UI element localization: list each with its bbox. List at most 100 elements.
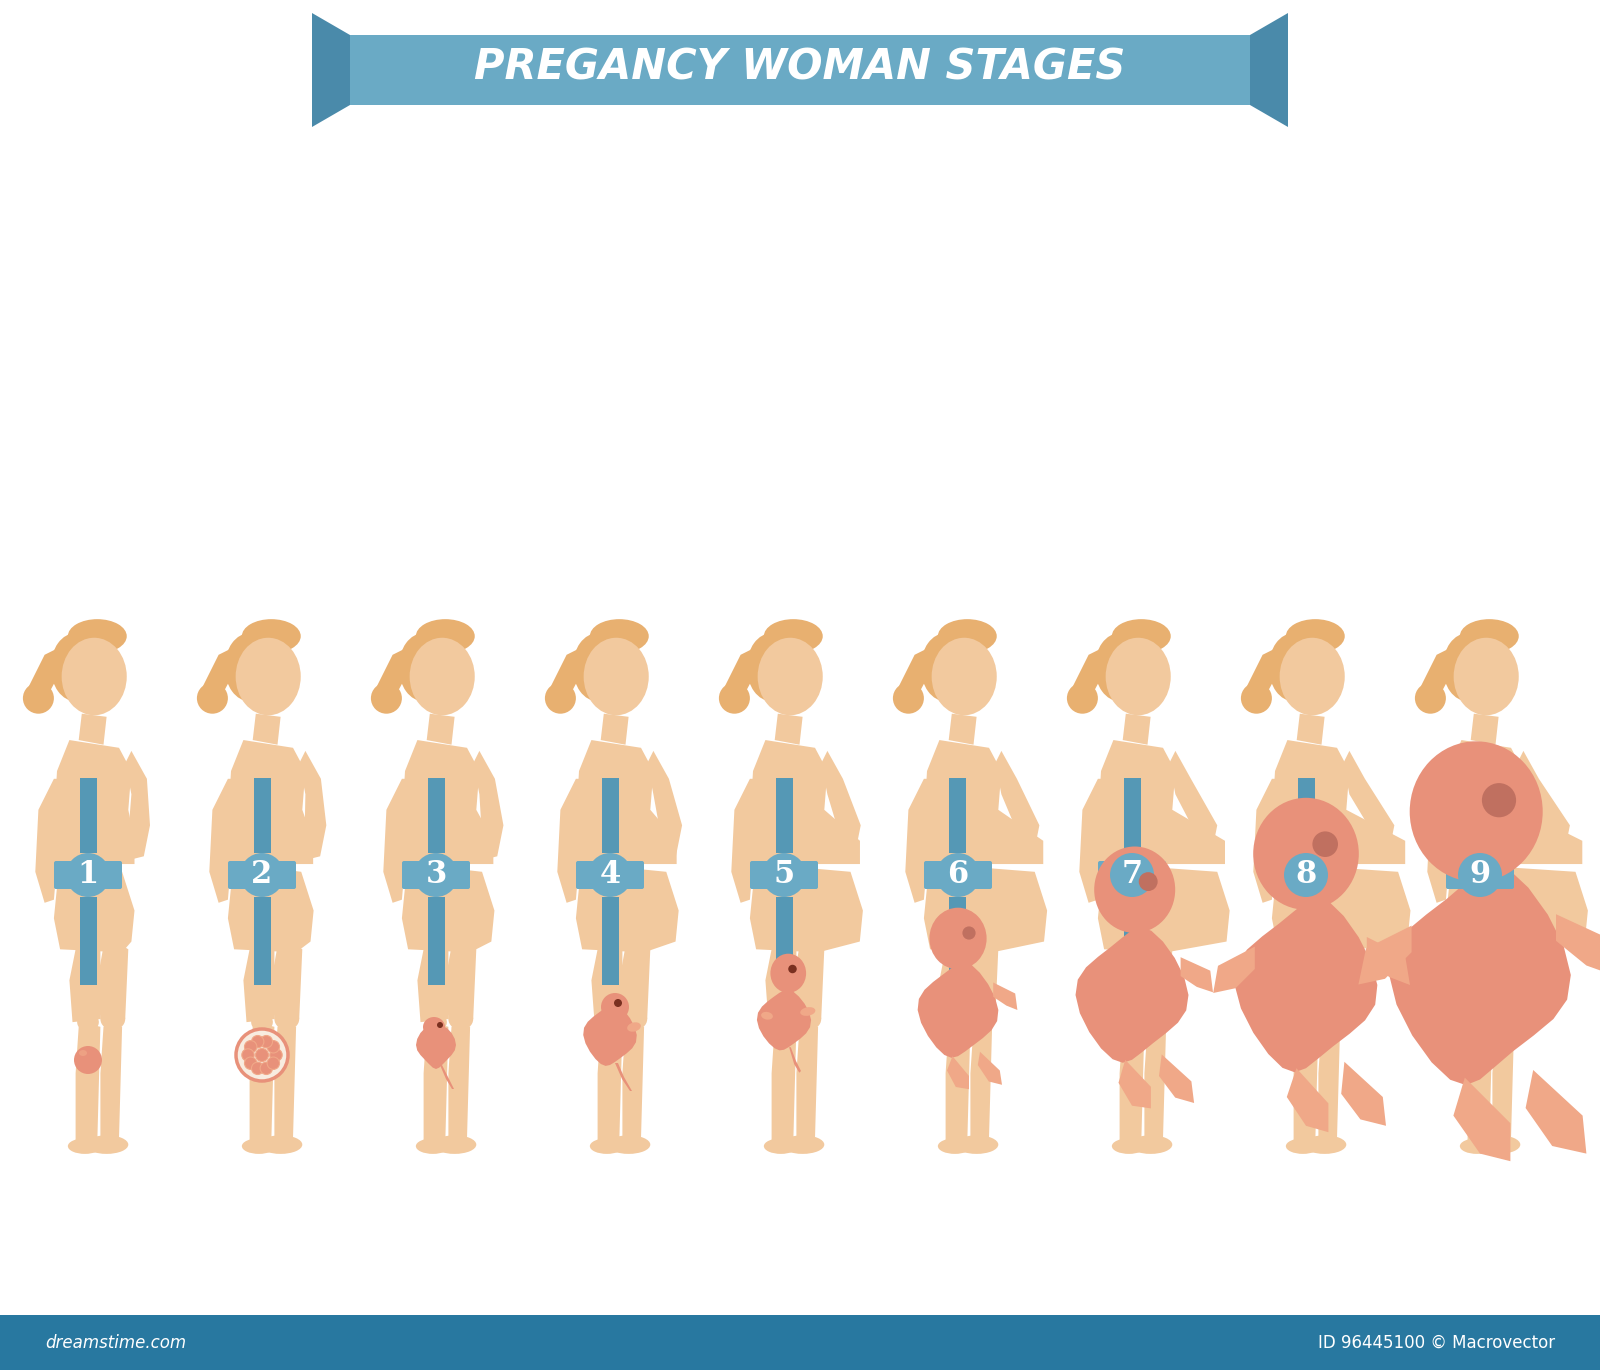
Text: dreamstime.com: dreamstime.com: [45, 1333, 186, 1351]
FancyBboxPatch shape: [776, 778, 792, 854]
Polygon shape: [210, 778, 234, 903]
Polygon shape: [1421, 645, 1458, 704]
Polygon shape: [272, 941, 302, 1019]
Ellipse shape: [1318, 1008, 1344, 1030]
Circle shape: [245, 1058, 258, 1070]
Circle shape: [437, 1022, 443, 1028]
Ellipse shape: [1110, 854, 1154, 897]
Polygon shape: [54, 864, 134, 952]
FancyBboxPatch shape: [80, 897, 96, 985]
FancyBboxPatch shape: [427, 778, 445, 854]
FancyBboxPatch shape: [253, 897, 270, 985]
Ellipse shape: [275, 1008, 299, 1030]
Ellipse shape: [1459, 1138, 1494, 1154]
Ellipse shape: [1283, 854, 1328, 897]
Ellipse shape: [1144, 1008, 1170, 1030]
Polygon shape: [789, 1047, 802, 1073]
Ellipse shape: [590, 619, 648, 653]
Ellipse shape: [426, 1012, 446, 1032]
Circle shape: [251, 1062, 264, 1074]
Polygon shape: [576, 740, 677, 864]
Polygon shape: [1366, 937, 1410, 985]
Text: 1: 1: [77, 859, 99, 890]
Text: 9: 9: [1469, 859, 1491, 890]
FancyBboxPatch shape: [750, 860, 818, 889]
Ellipse shape: [800, 1007, 816, 1017]
Ellipse shape: [416, 619, 475, 653]
Ellipse shape: [573, 633, 622, 701]
Polygon shape: [765, 941, 797, 1022]
Circle shape: [893, 682, 923, 714]
Ellipse shape: [589, 854, 632, 897]
Ellipse shape: [1458, 854, 1502, 897]
Polygon shape: [418, 941, 448, 1022]
Circle shape: [22, 682, 54, 714]
FancyBboxPatch shape: [925, 860, 992, 889]
Ellipse shape: [1269, 633, 1318, 701]
Polygon shape: [250, 1023, 275, 1141]
Polygon shape: [923, 740, 1043, 864]
Polygon shape: [402, 740, 493, 864]
Ellipse shape: [422, 1017, 445, 1037]
Polygon shape: [557, 778, 582, 903]
Circle shape: [1414, 682, 1446, 714]
Polygon shape: [750, 864, 862, 952]
Polygon shape: [1246, 645, 1285, 704]
Text: PREGANCY WOMAN STAGES: PREGANCY WOMAN STAGES: [474, 47, 1126, 89]
Circle shape: [245, 1041, 258, 1054]
Circle shape: [237, 1029, 288, 1081]
Circle shape: [546, 682, 576, 714]
FancyBboxPatch shape: [1446, 860, 1514, 889]
Polygon shape: [731, 778, 757, 903]
Ellipse shape: [771, 954, 806, 993]
Polygon shape: [1250, 12, 1288, 127]
Ellipse shape: [434, 1136, 477, 1154]
Polygon shape: [203, 645, 240, 704]
Polygon shape: [1467, 1023, 1493, 1141]
Ellipse shape: [598, 1012, 621, 1032]
Polygon shape: [939, 941, 970, 1022]
Polygon shape: [750, 740, 859, 864]
Ellipse shape: [77, 1012, 99, 1032]
Ellipse shape: [1112, 619, 1171, 653]
Polygon shape: [619, 941, 650, 1019]
Circle shape: [256, 1048, 269, 1062]
Polygon shape: [1293, 1023, 1318, 1141]
Polygon shape: [69, 941, 101, 1022]
Ellipse shape: [67, 1138, 102, 1154]
Polygon shape: [614, 1063, 632, 1091]
Circle shape: [963, 926, 976, 940]
Polygon shape: [1427, 778, 1453, 903]
Polygon shape: [1344, 751, 1394, 859]
Circle shape: [614, 999, 622, 1007]
Polygon shape: [243, 941, 275, 1022]
Ellipse shape: [1253, 797, 1358, 910]
Polygon shape: [821, 751, 861, 859]
Ellipse shape: [762, 854, 806, 897]
Polygon shape: [227, 864, 314, 952]
Polygon shape: [1358, 926, 1411, 985]
Ellipse shape: [938, 1138, 971, 1154]
Ellipse shape: [85, 1136, 128, 1154]
Ellipse shape: [66, 854, 110, 897]
Polygon shape: [592, 941, 622, 1022]
Ellipse shape: [1477, 1136, 1520, 1154]
Polygon shape: [978, 1052, 1002, 1085]
Circle shape: [1067, 682, 1098, 714]
Ellipse shape: [251, 1012, 274, 1032]
Polygon shape: [906, 778, 930, 903]
Polygon shape: [970, 1023, 992, 1138]
Polygon shape: [101, 1023, 122, 1138]
Polygon shape: [378, 645, 414, 704]
Polygon shape: [725, 645, 762, 704]
Circle shape: [74, 1047, 102, 1074]
Ellipse shape: [67, 619, 126, 653]
Ellipse shape: [1302, 1136, 1346, 1154]
Polygon shape: [1114, 941, 1144, 1022]
Polygon shape: [946, 1023, 970, 1141]
Ellipse shape: [1130, 1136, 1173, 1154]
Polygon shape: [550, 645, 589, 704]
FancyBboxPatch shape: [427, 897, 445, 985]
Polygon shape: [253, 714, 280, 745]
Text: 2: 2: [251, 859, 272, 890]
